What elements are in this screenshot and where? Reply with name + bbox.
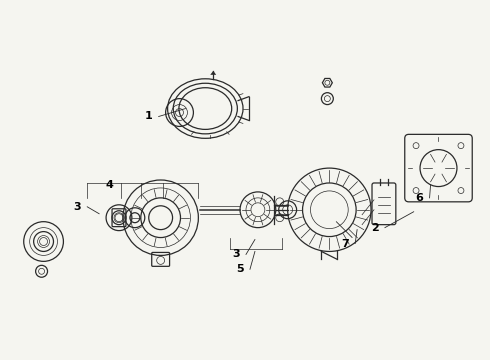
Text: 3: 3 <box>232 249 240 260</box>
Text: 6: 6 <box>416 193 424 203</box>
Text: 3: 3 <box>74 202 81 212</box>
Text: 1: 1 <box>145 112 153 121</box>
Text: 7: 7 <box>342 239 349 248</box>
Text: 4: 4 <box>105 180 113 190</box>
Text: 5: 5 <box>236 264 244 274</box>
Polygon shape <box>210 71 216 75</box>
Text: 2: 2 <box>371 222 379 233</box>
